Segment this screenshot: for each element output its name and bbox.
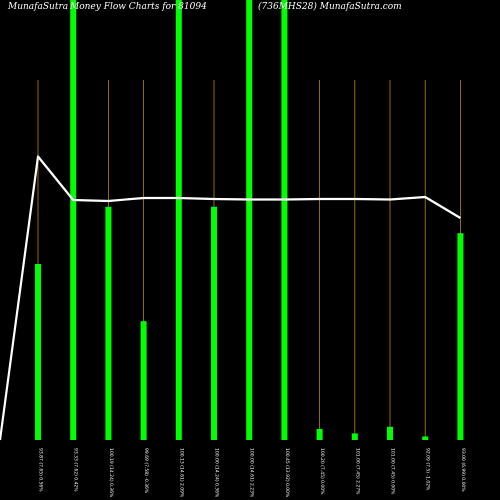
x-tick-label: 101.00 (7.45) 2.27% [354,448,360,495]
money-flow-bar [105,206,112,440]
money-flow-bar [35,264,41,440]
x-tick-label: 100.45 (13.92) 0.00% [284,448,290,498]
money-flow-bar [211,206,217,440]
money-flow-bar [140,321,147,440]
x-tick-label: 100.13 (14.61) 2.09% [178,448,184,498]
money-flow-bar [457,233,464,440]
money-flow-bars [35,0,464,440]
x-tick-labels: 93.87 (7.65) 0.56% 93.33 (7.62) 0.42% 100.… [38,448,466,498]
x-tick-label: 99.69 (7.58) -0.36% [143,448,149,494]
site-name: MunafaSutra [7,2,68,12]
chart-title-code: (736MHS28) MunafaSutra.com [258,1,402,12]
money-flow-bar [246,0,253,440]
money-flow-bar [70,0,77,440]
x-tick-label: 100.00 (14.61) 2.23% [249,448,255,498]
money-flow-bar [175,0,182,440]
x-tick-label: 101.00 (7.45) 0.00% [390,448,396,495]
money-flow-bar [351,433,358,440]
x-tick-label: 100.19 (14.24) 0.36% [108,448,114,498]
money-flow-bar [316,429,323,440]
x-tick-label: 93.87 (7.65) 0.56% [38,448,44,492]
x-tick-label: 92.09 (7.5) -1.02% [425,448,431,491]
price-line [0,155,461,441]
chart-title: Money Flow Charts for 81094 [69,2,207,12]
money-flow-bar [281,0,288,440]
money-flow-bar [387,426,393,440]
x-tick-label: 93.33 (7.62) 0.42% [73,448,79,492]
x-tick-label: 100.00 (14.24) 0.36% [214,448,220,498]
money-flow-bar [422,436,429,440]
x-tick-label: 93.00 (6.99) 0.00% [460,448,466,492]
x-tick-label: 100.20 (7.45) 0.00% [319,448,325,495]
